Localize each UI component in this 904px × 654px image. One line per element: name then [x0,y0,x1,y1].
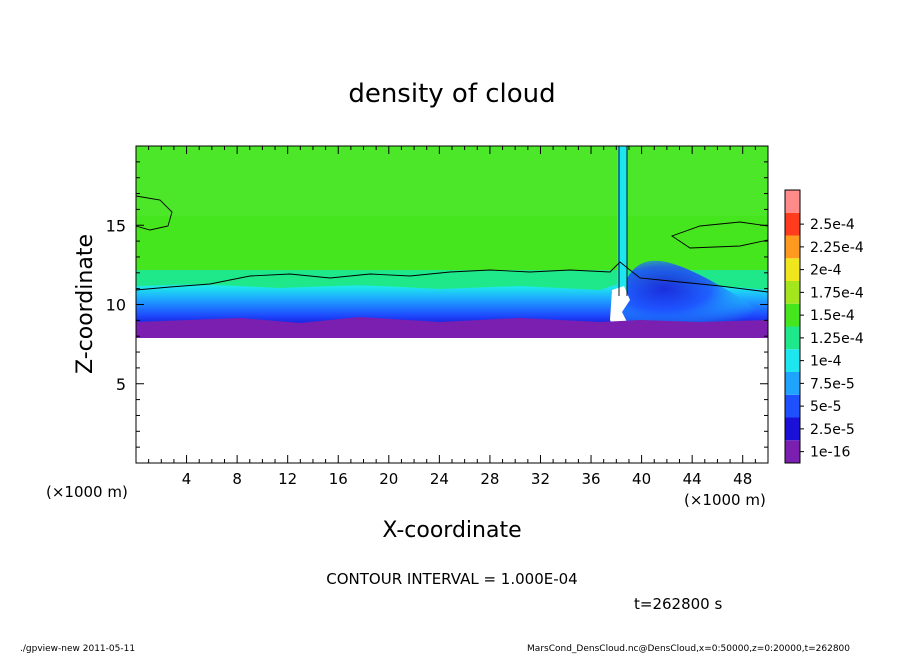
colorbar-label: 7.5e-5 [810,376,855,392]
y-tick-label: 15 [106,216,126,235]
colorbar-label: 2.25e-4 [810,240,864,256]
colorbar-swatch [785,372,800,395]
contour-line-plume [618,146,628,296]
heatmap-field [136,146,768,463]
cloud-base-purple [136,317,768,338]
x-unit-label-right: (×1000 m) [684,491,766,509]
colorbar-swatch [785,440,800,463]
colorbar-swatch [785,212,800,236]
y-tick-label: 5 [116,375,126,394]
colorbar-label: 1.5e-4 [810,308,855,324]
colorbar-swatch [785,326,800,350]
colorbar-swatch [785,303,800,327]
colorbar-swatch [785,394,800,418]
cloud-gap [610,286,630,332]
x-axis: 4 8 12 16 20 24 28 32 36 40 44 48 [148,146,756,488]
colorbar-label: 1.25e-4 [810,331,864,347]
plume-region [620,260,768,330]
colorbar-swatch [785,258,800,281]
colorbar-swatch [785,349,800,372]
cloud-mid-region [136,146,768,216]
colorbar-swatch [785,281,800,304]
y-axis-label: Z-coordinate [73,234,98,374]
footer-right: MarsCond_DensCloud.nc@DensCloud,x=0:5000… [527,644,850,654]
x-axis-label: X-coordinate [382,518,521,543]
x-tick-label: 12 [278,470,297,488]
colorbar-frame [784,189,801,464]
x-tick-label: 8 [232,470,242,488]
colorbar-label: 1e-4 [810,354,842,370]
contour-interval-text: CONTOUR INTERVAL = 1.000E-04 [326,570,577,588]
time-label: t=262800 s [634,595,722,613]
x-tick-label: 36 [581,470,600,488]
colorbar-swatch [785,235,800,259]
colorbar-swatch [785,190,800,213]
footer-left: ./gpview-new 2011-05-11 [20,644,135,654]
colorbar-label: 1e-16 [810,445,850,461]
x-tick-label: 20 [379,470,398,488]
plume-column [617,146,627,296]
x-tick-label: 32 [531,470,550,488]
colorbar-label: 2e-4 [810,263,842,279]
contour-line-upper-right [671,221,768,249]
contour-line-lower [136,261,768,293]
x-unit-label-left: (×1000 m) [46,483,128,501]
colorbar-swatch [785,417,800,441]
colorbar: 1e-16 2.5e-5 5e-5 7.5e-5 1e-4 1.25e-4 1.5e-4 1.… [784,189,864,464]
contour-line-upper-left [136,195,173,231]
x-tick-label: 4 [182,470,192,488]
colorbar-label: 5e-5 [810,399,841,415]
chart-title: density of cloud [348,79,555,109]
colorbar-label: 2.5e-5 [810,422,855,438]
x-tick-label: 40 [632,470,651,488]
x-tick-label: 44 [683,470,702,488]
clear-region [136,338,768,463]
x-tick-label: 48 [733,470,752,488]
x-tick-label: 16 [329,470,348,488]
x-tick-label: 28 [480,470,499,488]
y-tick-label: 10 [106,296,126,315]
colorbar-label: 1.75e-4 [810,285,864,301]
y-axis: 5 10 15 [106,161,768,448]
colorbar-label: 2.5e-4 [810,217,855,233]
x-tick-label: 24 [430,470,449,488]
